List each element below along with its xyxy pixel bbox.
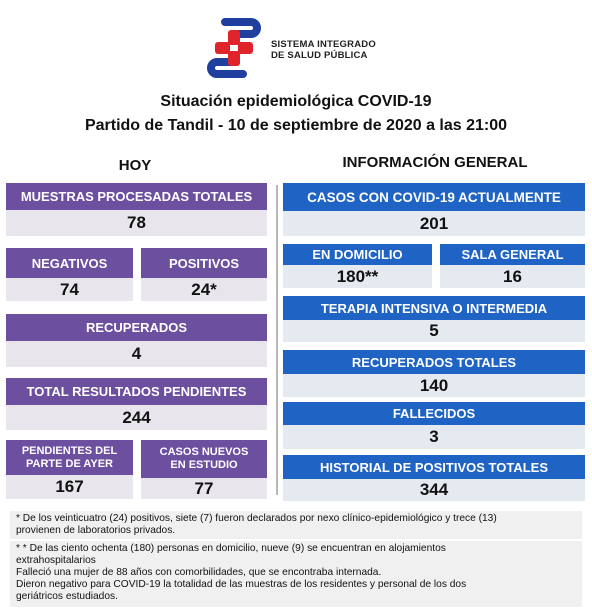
pendientes-ayer-label-line-1: PENDIENTES DEL: [21, 444, 118, 457]
historial-value: 344: [283, 479, 585, 501]
footnote-1-line-2: provienen de laboratorios privados.: [16, 525, 176, 536]
terapia-value: 5: [283, 320, 585, 342]
recuperados-totales-label: RECUPERADOS TOTALES: [283, 350, 585, 374]
casos-nuevos-value: 77: [141, 478, 267, 499]
pendientes-ayer-value: 167: [6, 475, 133, 499]
casos-actuales-label: CASOS CON COVID-19 ACTUALMENTE: [283, 183, 585, 211]
positivos-value: 24*: [141, 278, 267, 301]
footnote-2: * * De las ciento ochenta (180) personas…: [10, 541, 582, 607]
hoy-heading: HOY: [118, 157, 152, 174]
casos-actuales-value: 201: [283, 211, 585, 236]
recuperados-value: 4: [6, 341, 267, 367]
sala-general-label: SALA GENERAL: [440, 244, 585, 265]
muestras-label: MUESTRAS PROCESADAS TOTALES: [6, 183, 267, 210]
negativos-value: 74: [6, 278, 133, 301]
page-subtitle: Partido de Tandil - 10 de septiembre de …: [84, 117, 508, 134]
logo-line-2: DE SALUD PÚBLICA: [271, 50, 368, 61]
sala-general-value: 16: [440, 265, 585, 288]
pendientes-label: TOTAL RESULTADOS PENDIENTES: [6, 378, 267, 405]
domicilio-value: 180**: [283, 265, 432, 288]
negativos-label: NEGATIVOS: [6, 248, 133, 278]
casos-nuevos-label-line-1: CASOS NUEVOS: [159, 446, 249, 458]
page-title: Situación epidemiológica COVID-19: [160, 93, 432, 110]
footnote-2-line-4: Dieron negativo para COVID-19 la totalid…: [16, 579, 467, 590]
casos-nuevos-label: CASOS NUEVOS EN ESTUDIO: [141, 440, 267, 478]
general-heading: INFORMACIÓN GENERAL: [342, 154, 528, 171]
casos-nuevos-label-line-2: EN ESTUDIO: [170, 459, 238, 471]
footnote-2-line-1: * * De las ciento ochenta (180) personas…: [16, 543, 446, 554]
fallecidos-label: FALLECIDOS: [283, 402, 585, 425]
sisp-logo-icon: [207, 18, 261, 78]
muestras-value: 78: [6, 210, 267, 236]
pendientes-ayer-label: PENDIENTES DEL PARTE DE AYER: [6, 440, 133, 475]
footnote-2-line-2: extrahospitalarios: [16, 555, 96, 566]
footnote-1: * De los veinticuatro (24) positivos, si…: [10, 511, 582, 539]
pendientes-ayer-label-line-2: PARTE DE AYER: [25, 457, 113, 470]
footnote-2-line-3: Falleció una mujer de 88 años con comorb…: [16, 567, 382, 578]
historial-label: HISTORIAL DE POSITIVOS TOTALES: [283, 455, 585, 479]
pendientes-value: 244: [6, 405, 267, 430]
column-divider: [276, 185, 278, 495]
logo: SISTEMA INTEGRADO DE SALUD PÚBLICA: [205, 18, 380, 80]
positivos-label: POSITIVOS: [141, 248, 267, 278]
recuperados-label: RECUPERADOS: [6, 314, 267, 341]
terapia-label: TERAPIA INTENSIVA O INTERMEDIA: [283, 296, 585, 320]
footnote-2-line-5: geriátricos estudiados.: [16, 591, 118, 602]
footnote-1-line-1: * De los veinticuatro (24) positivos, si…: [16, 513, 497, 524]
recuperados-totales-value: 140: [283, 374, 585, 397]
domicilio-label: EN DOMICILIO: [283, 244, 432, 265]
fallecidos-value: 3: [283, 425, 585, 449]
logo-line-1: SISTEMA INTEGRADO: [271, 39, 376, 50]
